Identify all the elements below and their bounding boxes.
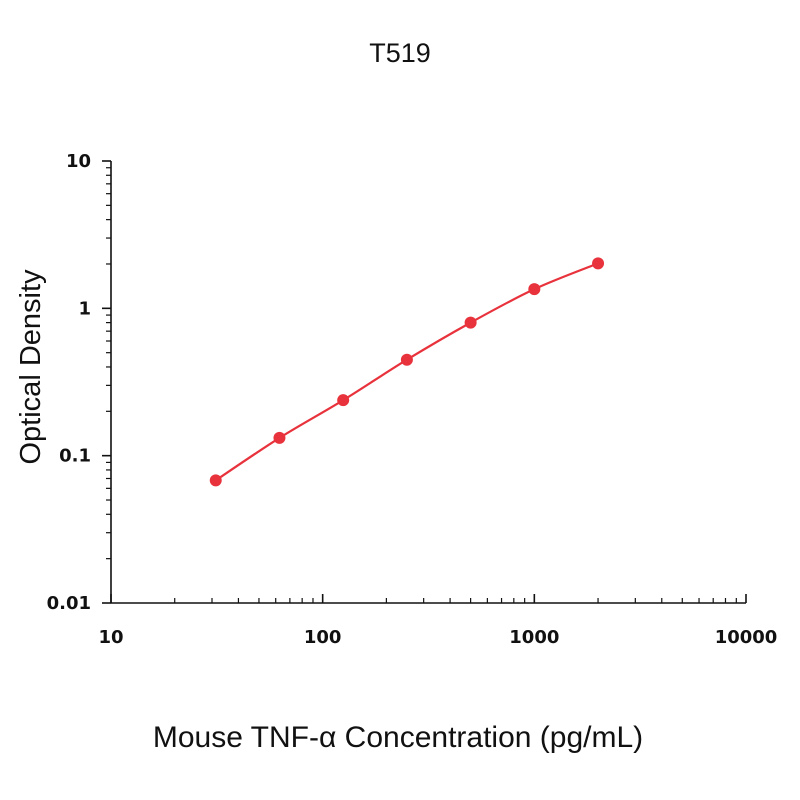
y-tick-label: 1: [78, 298, 91, 319]
data-point: [592, 257, 605, 270]
fit-curve: [215, 262, 599, 482]
x-tick-label: 10000: [715, 627, 778, 648]
x-tick-label: 1000: [509, 627, 559, 648]
x-tick-label: 100: [304, 627, 342, 648]
plot-series: [209, 257, 605, 487]
data-point: [209, 474, 222, 487]
x-axis-label: Mouse TNF-α Concentration (pg/mL): [153, 721, 643, 754]
data-point: [528, 283, 541, 296]
axes: [110, 161, 746, 604]
y-axis-label: Optical Density: [15, 269, 47, 465]
x-tick-label: 10: [98, 627, 123, 648]
y-ticks: 0.01 0.1 1 10: [47, 151, 111, 614]
x-ticks: 10 100 1000 10000: [98, 594, 777, 648]
data-point: [337, 394, 350, 407]
data-point: [464, 316, 477, 329]
data-point: [273, 431, 286, 444]
y-tick-label: 10: [66, 151, 91, 172]
y-tick-label: 0.01: [47, 593, 91, 614]
y-tick-label: 0.1: [59, 446, 91, 467]
data-point: [400, 353, 413, 366]
chart-title: T519: [369, 38, 431, 68]
